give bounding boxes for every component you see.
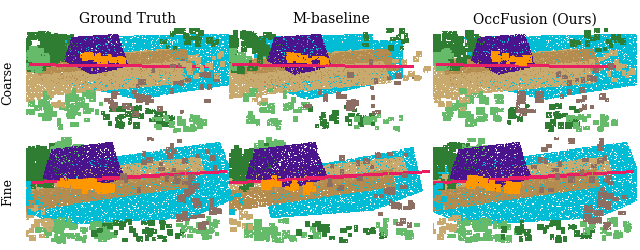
Text: OccFusion (Ours): OccFusion (Ours) [473, 12, 597, 26]
Text: Ground Truth: Ground Truth [79, 12, 176, 26]
Text: M-baseline: M-baseline [292, 12, 370, 26]
Text: Coarse: Coarse [1, 61, 14, 105]
Text: Fine: Fine [1, 177, 14, 205]
